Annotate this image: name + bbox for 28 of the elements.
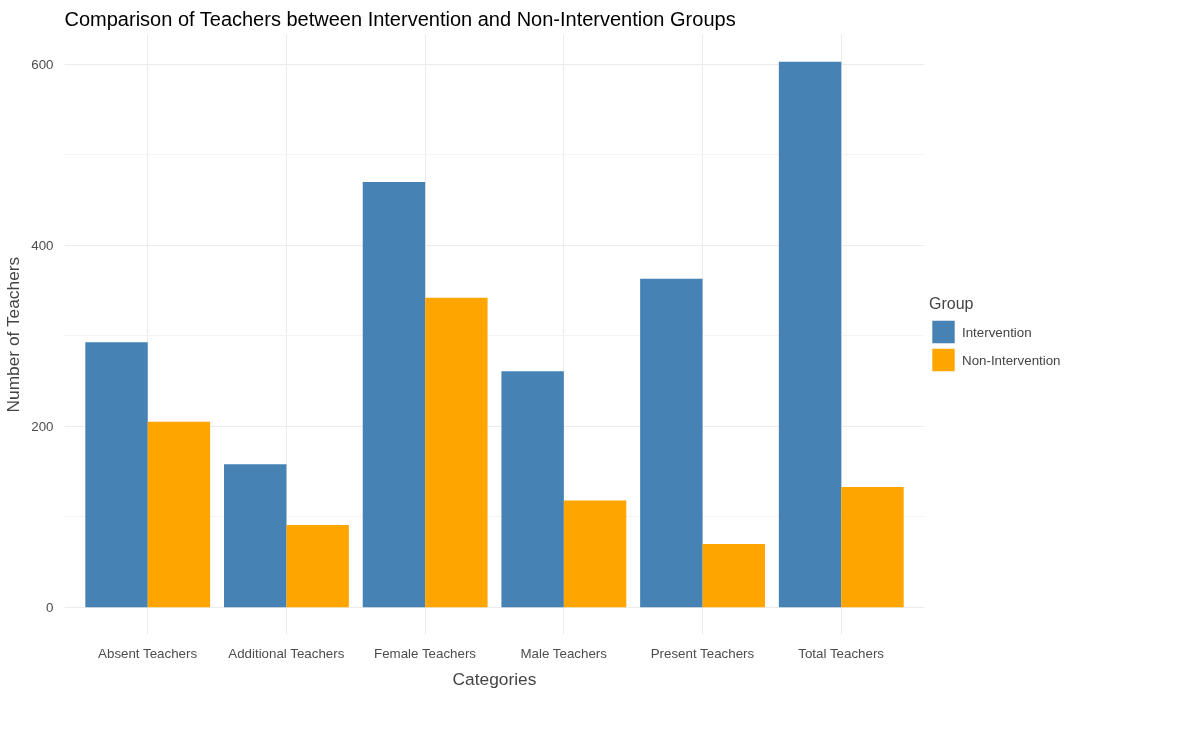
x-tick-label: Absent Teachers <box>98 645 198 661</box>
x-tick-label: Present Teachers <box>650 645 755 661</box>
x-axis-title: Categories <box>452 668 537 689</box>
y-tick-label: 0 <box>46 599 54 615</box>
y-tick-label: 600 <box>31 56 54 72</box>
y-tick-label: 200 <box>31 418 54 434</box>
bar <box>778 61 842 608</box>
x-tick-label: Female Teachers <box>374 645 477 661</box>
legend-title: Group <box>929 294 975 313</box>
bar <box>147 421 211 608</box>
bar <box>702 544 765 608</box>
legend-label: Non-Intervention <box>962 352 1061 367</box>
legend-label: Intervention <box>962 324 1032 339</box>
x-tick-label: Male Teachers <box>520 645 608 661</box>
bar <box>85 342 148 608</box>
bar <box>563 500 627 608</box>
bar <box>640 278 703 608</box>
bar <box>362 182 426 608</box>
bar <box>425 297 488 608</box>
x-tick-label: Additional Teachers <box>228 645 345 661</box>
x-tick-label: Total Teachers <box>798 645 885 661</box>
bar <box>286 525 349 608</box>
bar <box>501 371 564 608</box>
bar <box>841 486 904 608</box>
bar <box>224 464 287 608</box>
y-axis-title: Number of Teachers <box>3 256 24 413</box>
chart-title: Comparison of Teachers between Intervention and Non-Intervention Groups <box>64 7 736 30</box>
y-tick-label: 400 <box>31 237 54 253</box>
